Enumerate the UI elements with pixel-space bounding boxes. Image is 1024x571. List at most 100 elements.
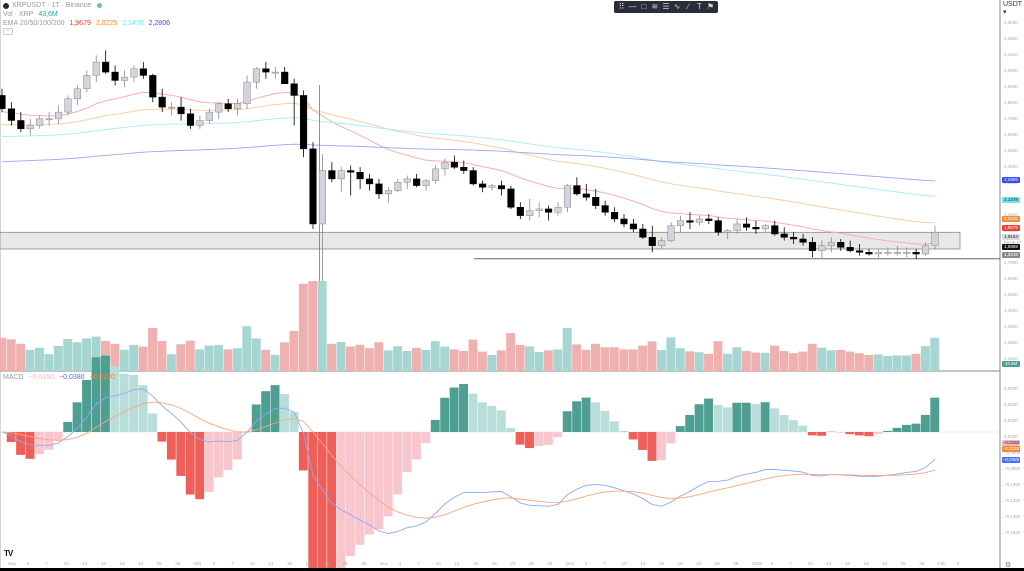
bear-candle[interactable] <box>450 161 458 168</box>
bear-candle[interactable] <box>309 148 317 225</box>
path-icon[interactable]: ∿ <box>673 2 681 11</box>
bear-candle[interactable] <box>799 238 807 243</box>
bear-candle[interactable] <box>507 188 515 208</box>
bear-candle[interactable] <box>17 120 25 130</box>
bull-candle[interactable] <box>535 208 543 211</box>
currency-selector[interactable]: USDT ▾ <box>1003 1 1024 16</box>
bear-candle[interactable] <box>601 205 609 213</box>
bear-candle[interactable] <box>780 233 788 238</box>
horizontal-line-icon[interactable]: — <box>628 2 637 11</box>
bear-candle[interactable] <box>300 95 308 150</box>
bear-candle[interactable] <box>0 95 6 110</box>
bull-candle[interactable] <box>83 75 91 90</box>
bull-candle[interactable] <box>724 230 732 233</box>
bear-candle[interactable] <box>790 237 798 240</box>
bear-candle[interactable] <box>846 247 854 251</box>
bear-candle[interactable] <box>808 242 817 251</box>
bull-candle[interactable] <box>243 81 251 105</box>
bull-candle[interactable] <box>441 161 449 170</box>
bear-candle[interactable] <box>347 170 355 173</box>
text-icon[interactable]: T <box>696 2 702 11</box>
bear-candle[interactable] <box>629 223 637 230</box>
bull-candle[interactable] <box>874 252 883 255</box>
bear-candle[interactable] <box>158 96 166 108</box>
bear-candle[interactable] <box>648 237 656 246</box>
bull-candle[interactable] <box>394 181 402 191</box>
bull-candle[interactable] <box>884 252 892 254</box>
bull-candle[interactable] <box>205 111 213 121</box>
bear-candle[interactable] <box>290 83 298 96</box>
tradingview-logo-icon[interactable]: TV <box>4 549 13 558</box>
bull-candle[interactable] <box>215 103 223 113</box>
bull-candle[interactable] <box>337 170 345 180</box>
bear-candle[interactable] <box>186 113 195 126</box>
bear-candle[interactable] <box>705 218 713 221</box>
bull-candle[interactable] <box>384 190 392 195</box>
bull-candle[interactable] <box>903 252 911 254</box>
bull-candle[interactable] <box>318 170 326 225</box>
bear-candle[interactable] <box>149 75 157 98</box>
bull-candle[interactable] <box>92 61 100 76</box>
bull-candle[interactable] <box>271 71 279 74</box>
bear-candle[interactable] <box>479 183 487 188</box>
bear-candle[interactable] <box>856 250 864 253</box>
bull-candle[interactable] <box>54 111 63 120</box>
bear-candle[interactable] <box>7 108 15 121</box>
bear-candle[interactable] <box>912 252 920 255</box>
bear-candle[interactable] <box>611 212 619 220</box>
bear-candle[interactable] <box>356 171 364 180</box>
legend-ema-row[interactable]: EMA 20/50/100/200 1,9679 2,0225 2,1478 2… <box>3 20 173 27</box>
legend-volume-row[interactable]: Vol · XRP 43,6M <box>3 11 61 18</box>
bear-candle[interactable] <box>262 68 270 73</box>
bull-candle[interactable] <box>658 240 666 246</box>
bear-candle[interactable] <box>365 178 374 185</box>
bull-candle[interactable] <box>73 88 81 100</box>
flag-icon[interactable]: ⚑ <box>706 2 714 11</box>
bear-candle[interactable] <box>714 220 722 233</box>
fib-icon[interactable]: ≋ <box>651 2 659 11</box>
bear-candle[interactable] <box>837 242 845 248</box>
bear-candle[interactable] <box>573 185 581 195</box>
bear-candle[interactable] <box>460 166 468 171</box>
legend-symbol-row[interactable]: XRPUSDT · 1T · Binance <box>3 2 105 9</box>
bull-candle[interactable] <box>234 103 242 110</box>
bull-candle[interactable] <box>554 207 562 213</box>
bull-candle[interactable] <box>36 118 44 126</box>
bull-candle[interactable] <box>733 223 741 231</box>
bear-candle[interactable] <box>686 220 694 223</box>
bear-candle[interactable] <box>469 170 477 185</box>
bull-candle[interactable] <box>196 120 204 126</box>
bull-candle[interactable] <box>893 252 901 254</box>
bull-candle[interactable] <box>827 242 835 246</box>
bear-candle[interactable] <box>516 207 524 216</box>
bear-candle[interactable] <box>545 208 553 213</box>
bull-candle[interactable] <box>931 232 939 246</box>
bull-candle[interactable] <box>422 180 430 186</box>
collapse-legend-button[interactable]: − <box>3 28 13 35</box>
currency-label[interactable]: USDT <box>1003 1 1022 8</box>
bull-candle[interactable] <box>168 106 176 109</box>
bull-candle[interactable] <box>403 178 411 183</box>
bull-candle[interactable] <box>431 168 440 181</box>
bear-candle[interactable] <box>281 71 289 85</box>
drag-handle-icon[interactable]: ⠿ <box>618 2 625 11</box>
settings-gear-icon[interactable]: ⚙ <box>1005 562 1012 569</box>
parallel-channel-icon[interactable]: ☰ <box>662 2 670 11</box>
bull-candle[interactable] <box>761 225 769 230</box>
bear-candle[interactable] <box>639 228 647 238</box>
bear-candle[interactable] <box>592 197 600 206</box>
bull-candle[interactable] <box>695 218 703 223</box>
bear-candle[interactable] <box>742 223 751 228</box>
bull-candle[interactable] <box>676 220 685 226</box>
bull-candle[interactable] <box>488 185 496 188</box>
bear-candle[interactable] <box>620 218 628 225</box>
bear-candle[interactable] <box>139 68 147 76</box>
bull-candle[interactable] <box>120 76 129 81</box>
trend-line-icon[interactable]: ∕ <box>687 2 689 11</box>
bull-candle[interactable] <box>922 245 930 255</box>
bull-candle[interactable] <box>526 210 534 216</box>
legend-macd-row[interactable]: MACD −0,0150 −0,0380 −0,0230 <box>3 374 118 381</box>
bear-candle[interactable] <box>224 103 232 110</box>
bear-candle[interactable] <box>582 193 590 198</box>
